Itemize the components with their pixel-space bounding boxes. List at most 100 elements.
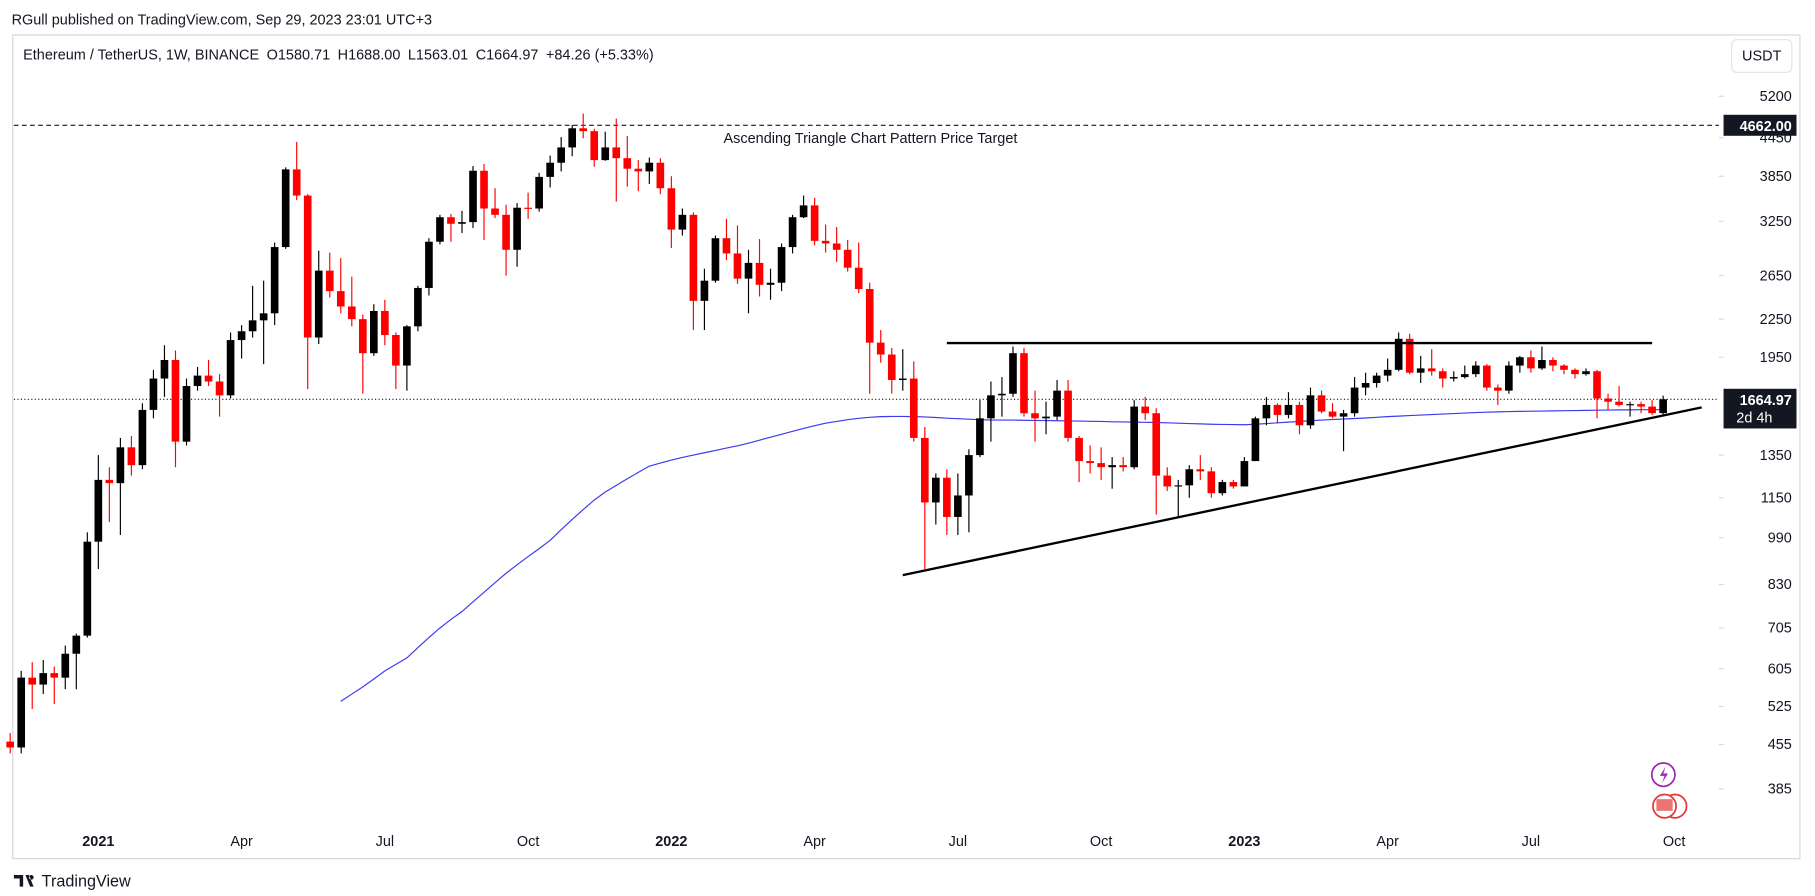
candle-body (755, 262, 764, 285)
candle-body (127, 447, 136, 466)
candle-body (557, 147, 565, 163)
ohlc-letter: C (476, 47, 486, 63)
candle-body (1317, 395, 1326, 412)
annotation: Ascending Triangle Chart Pattern Price T… (724, 131, 1018, 147)
candle-body (1449, 377, 1458, 379)
candle-body (1471, 365, 1480, 375)
candle-body (94, 479, 103, 542)
y-tick-label: 2650 (1760, 268, 1792, 284)
ohlc-value: 1580.71 (278, 47, 330, 63)
candle-body (711, 238, 720, 281)
candle-body (325, 270, 334, 292)
candle-body (1538, 359, 1546, 369)
y-tick-label: 705 (1768, 621, 1792, 637)
candle-body (1604, 398, 1612, 402)
candle-body (909, 378, 918, 438)
candle-body (535, 176, 543, 209)
candle-body (50, 673, 59, 678)
candle-body (1152, 413, 1161, 476)
x-tick-label: Oct (517, 834, 540, 850)
candle-body (612, 147, 621, 159)
x-tick-label: 2022 (655, 834, 687, 850)
candle-body (1648, 406, 1656, 414)
candle-body (1582, 371, 1590, 375)
y-tick-label: 525 (1768, 699, 1792, 715)
candle-body (1086, 461, 1094, 464)
candle-body (226, 340, 235, 396)
candle-body (777, 247, 786, 283)
candle-body (932, 477, 940, 503)
y-tick-label: 3250 (1760, 214, 1792, 230)
candle-body (1042, 416, 1050, 419)
candle-body (215, 381, 224, 396)
candle-body (1196, 469, 1205, 472)
candle-body (17, 677, 26, 748)
candle-body (722, 238, 731, 254)
candle-body (1405, 338, 1414, 373)
icon-flag (1656, 799, 1673, 811)
x-tick-label: Oct (1090, 834, 1113, 850)
candle-body (259, 313, 268, 321)
candle-body (1273, 404, 1282, 415)
candle-body (1064, 390, 1072, 438)
candle-body (83, 541, 92, 636)
candle-body (1460, 374, 1469, 378)
currency-button[interactable] (1731, 39, 1793, 73)
y-tick-label: 1950 (1760, 350, 1792, 366)
candle-body (1350, 387, 1359, 414)
candle-body (182, 386, 191, 442)
y-tick-label: 385 (1768, 782, 1792, 798)
countdown: 2d 4h (1736, 411, 1772, 427)
candle-body (1482, 365, 1491, 388)
candle-body (954, 495, 962, 517)
candle-body (1361, 383, 1370, 388)
candle-body (1108, 465, 1116, 468)
x-tick-label: Jul (949, 834, 967, 850)
candle-body (1593, 371, 1601, 399)
candle-body (876, 342, 885, 355)
y-tick-label: 1350 (1760, 448, 1792, 464)
x-tick-label: Jul (1522, 834, 1540, 850)
x-tick-label: Apr (803, 834, 826, 850)
candle-body (1659, 399, 1667, 414)
ohlc-value: 1664.97 (486, 47, 538, 63)
candle-body (1075, 437, 1083, 462)
caption: RGull published on TradingView.com, Sep … (12, 12, 433, 28)
candle-body (105, 479, 114, 484)
candle-body (1053, 390, 1061, 417)
y-tick-label: 2250 (1760, 312, 1792, 328)
candle-body (1637, 404, 1645, 407)
x-tick-label: Apr (1376, 834, 1399, 850)
candle-body (799, 205, 808, 218)
candle-body (766, 282, 775, 285)
candle-body (28, 677, 37, 685)
chart-frame (12, 34, 1801, 860)
candle-body (491, 208, 499, 215)
candle-body (480, 170, 488, 209)
icons (1650, 762, 1688, 819)
candle-body (303, 195, 312, 338)
candle-body (887, 354, 896, 381)
candle-body (237, 331, 246, 341)
price-tag-label: 1664.97 (1740, 393, 1792, 409)
candle-body (1560, 365, 1568, 370)
candle-body (116, 447, 125, 484)
candle-body (568, 128, 577, 148)
candle-body (1615, 401, 1623, 405)
candle-body (248, 320, 257, 332)
candle-body (1185, 469, 1194, 486)
candle-body (700, 280, 709, 301)
candle-body (998, 393, 1006, 396)
candle-body (381, 311, 389, 335)
candle-body (1251, 418, 1260, 462)
candle-body (590, 131, 599, 161)
candle-body (1031, 413, 1039, 419)
candle-body (358, 319, 367, 354)
candle-body (987, 395, 995, 419)
candle-body (843, 249, 852, 268)
logo-mark (13, 875, 34, 887)
candle-body (678, 214, 687, 230)
candle-body (1427, 368, 1436, 372)
candle-body (821, 240, 830, 244)
currency[interactable]: USDT (1742, 49, 1781, 65)
